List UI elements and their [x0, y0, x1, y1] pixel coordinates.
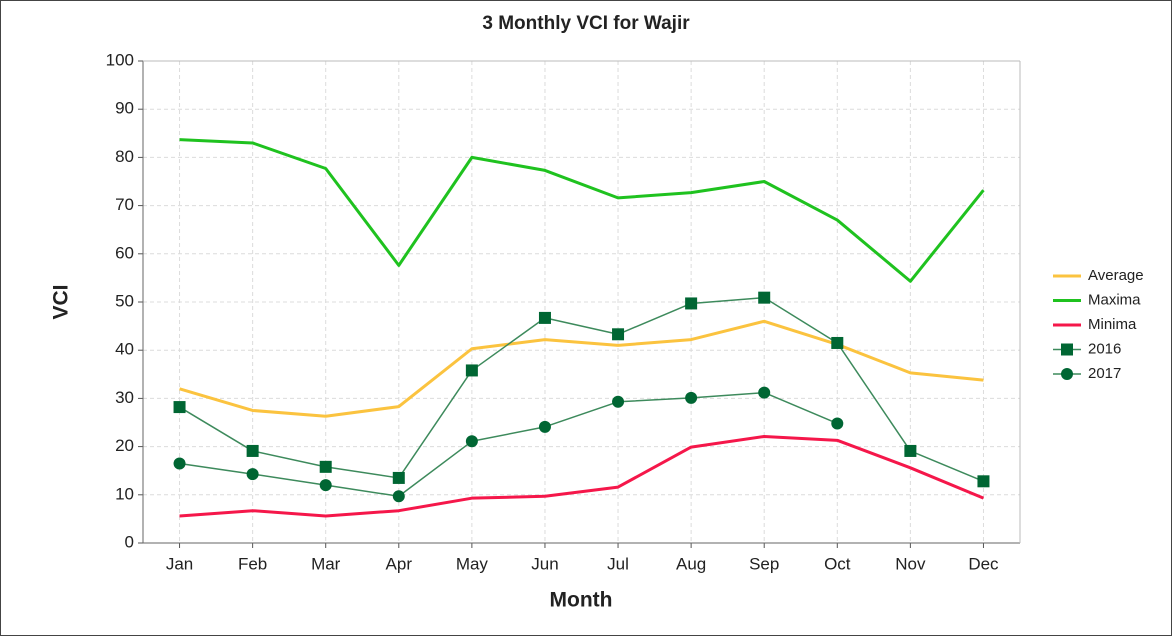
marker: [392, 471, 405, 484]
marker: [612, 395, 625, 408]
marker: [465, 364, 478, 377]
legend-marker: [1061, 343, 1073, 356]
y-tick-label: 50: [115, 291, 134, 310]
y-tick-label: 90: [115, 99, 134, 118]
marker: [173, 401, 186, 414]
x-tick-label: Aug: [676, 554, 706, 573]
marker: [538, 311, 551, 324]
chart-title: 3 Monthly VCI for Wajir: [482, 13, 690, 34]
x-tick-label: Jan: [166, 554, 193, 573]
series-line: [179, 138, 985, 283]
series-line: [179, 319, 984, 418]
marker: [465, 435, 478, 448]
x-tick-label: Feb: [238, 554, 267, 573]
marker: [538, 420, 551, 433]
legend-label: Maxima: [1088, 291, 1141, 308]
series-line: [179, 434, 985, 518]
marker: [173, 457, 186, 470]
series-line: [179, 296, 984, 482]
marker: [246, 444, 259, 457]
series-line: [179, 391, 838, 497]
marker: [392, 490, 405, 503]
y-tick-label: 20: [115, 436, 134, 455]
marker: [831, 336, 844, 349]
y-tick-label: 0: [125, 532, 134, 551]
marker: [246, 468, 259, 481]
marker: [319, 460, 332, 473]
x-tick-label: Sep: [749, 554, 779, 573]
y-tick-label: 80: [115, 147, 134, 166]
legend-label: Minima: [1088, 316, 1137, 333]
y-tick-label: 10: [115, 484, 134, 503]
x-tick-label: Nov: [895, 554, 926, 573]
y-tick-label: 30: [115, 388, 134, 407]
x-tick-label: Dec: [968, 554, 999, 573]
legend-label: 2017: [1088, 365, 1121, 382]
x-axis-title: Month: [550, 589, 613, 612]
marker: [977, 475, 990, 488]
marker: [904, 444, 917, 457]
x-tick-label: Jul: [607, 554, 629, 573]
marker: [758, 386, 771, 399]
marker: [831, 417, 844, 430]
legend-marker: [1061, 368, 1073, 380]
x-tick-label: Apr: [386, 554, 413, 573]
x-tick-label: Mar: [311, 554, 341, 573]
x-tick-label: Jun: [531, 554, 558, 573]
x-tick-label: May: [456, 554, 489, 573]
y-tick-label: 40: [115, 340, 134, 359]
marker: [685, 297, 698, 310]
marker: [685, 391, 698, 404]
y-tick-label: 60: [115, 243, 134, 262]
y-tick-label: 70: [115, 195, 134, 214]
marker: [319, 479, 332, 492]
legend-label: 2016: [1088, 340, 1121, 357]
marker: [612, 328, 625, 341]
legend-label: Average: [1088, 267, 1144, 284]
x-tick-label: Oct: [824, 554, 851, 573]
y-axis-title: VCI: [50, 284, 73, 319]
y-tick-label: 100: [106, 50, 134, 69]
marker: [758, 291, 771, 304]
